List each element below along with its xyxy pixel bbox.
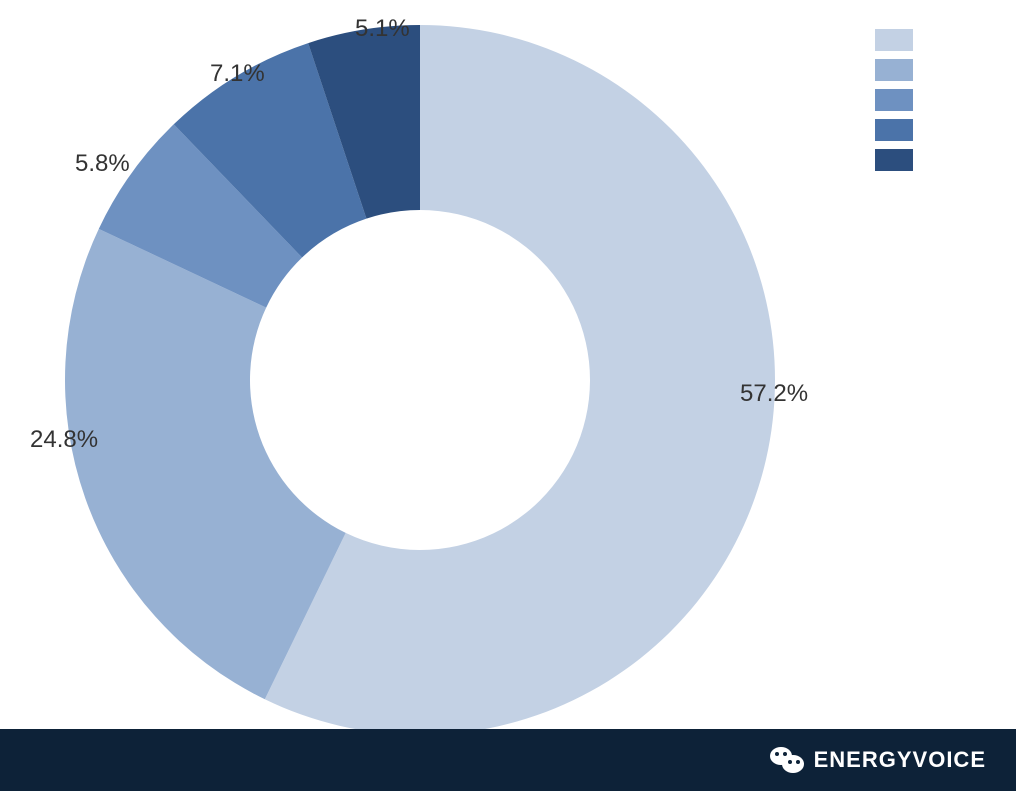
legend-item	[875, 25, 921, 55]
chart-stage: 57.2% 24.8% 5.8% 7.1% 5.1% ENERGYVOICE	[0, 0, 1016, 791]
legend-item	[875, 145, 921, 175]
footer: ENERGYVOICE	[770, 743, 986, 777]
footer-text: ENERGYVOICE	[814, 747, 986, 773]
legend-item	[875, 55, 921, 85]
legend-item	[875, 85, 921, 115]
donut-chart	[0, 0, 1016, 791]
slice-label: 24.8%	[30, 426, 98, 454]
legend-swatch	[875, 149, 913, 171]
legend-swatch	[875, 89, 913, 111]
legend-swatch	[875, 59, 913, 81]
slice-label: 7.1%	[210, 60, 265, 88]
legend-item	[875, 115, 921, 145]
slice-label: 5.1%	[355, 15, 410, 43]
slice-label: 57.2%	[740, 380, 808, 408]
legend	[875, 25, 921, 175]
legend-swatch	[875, 119, 913, 141]
slice-label: 5.8%	[75, 150, 130, 178]
legend-swatch	[875, 29, 913, 51]
wechat-icon	[770, 743, 804, 777]
